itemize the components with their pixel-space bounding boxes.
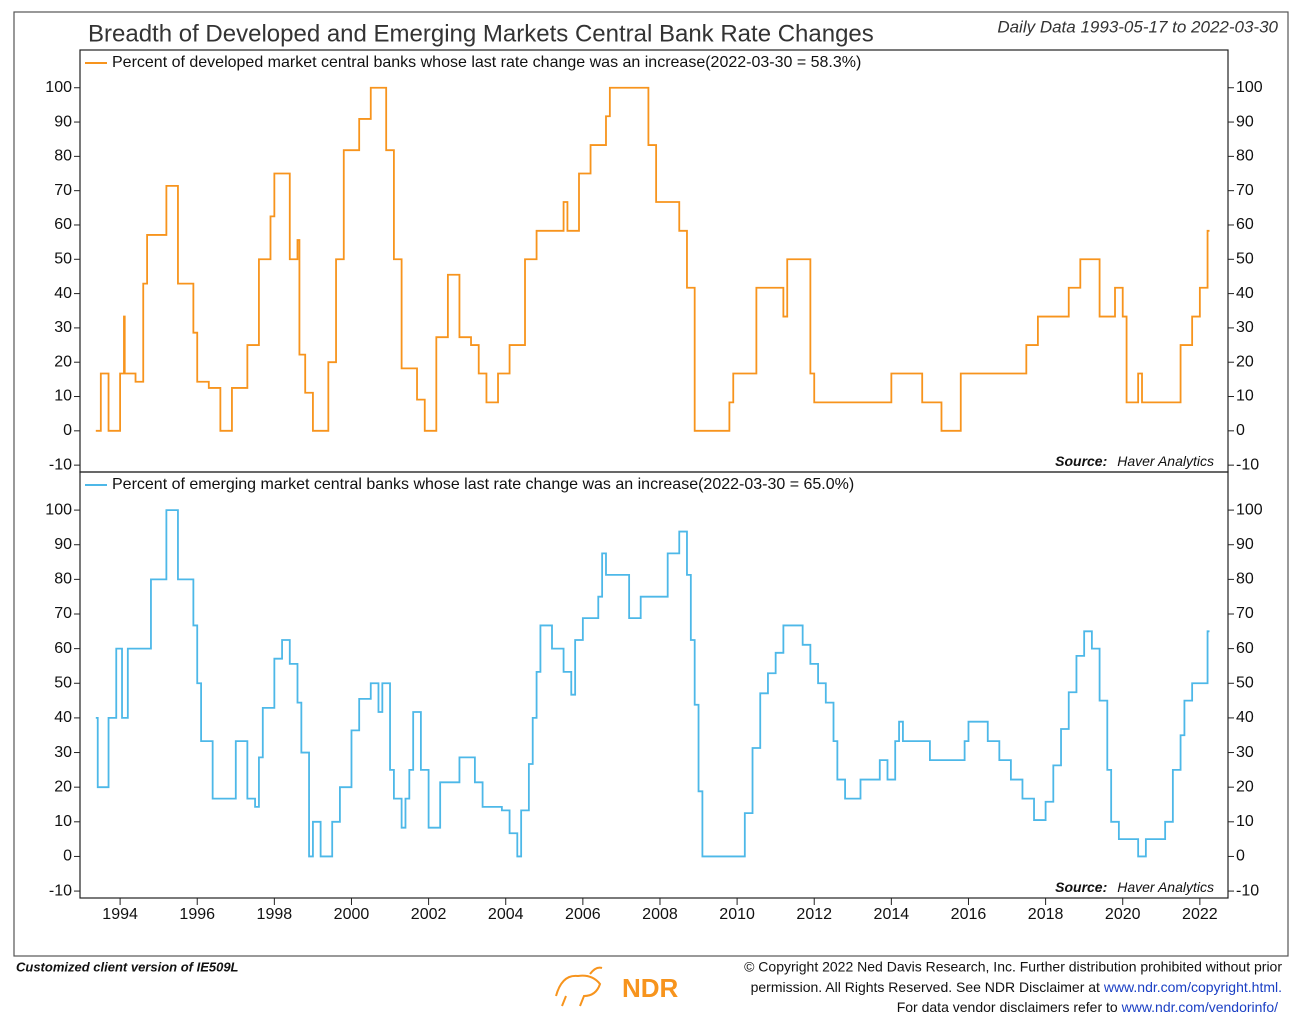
- source-text: Haver Analytics: [1117, 879, 1214, 895]
- x-tick-label: 2004: [488, 906, 524, 923]
- x-tick-label: 1998: [257, 906, 293, 923]
- y2-tick-label: 80: [1236, 571, 1254, 588]
- copyright-text: For data vendor disclaimers refer to: [897, 999, 1122, 1015]
- y-tick-label: 80: [54, 571, 72, 588]
- x-tick-label: 1994: [102, 906, 138, 923]
- y2-tick-label: -10: [1236, 882, 1259, 899]
- y2-tick-label: 20: [1236, 778, 1254, 795]
- y-tick-label: 90: [54, 113, 72, 130]
- x-tick-label: 2006: [565, 906, 601, 923]
- source-note: Source: Haver Analytics: [1055, 453, 1214, 469]
- y-tick-label: 10: [54, 388, 72, 405]
- copyright-text: permission. All Rights Reserved. See NDR…: [751, 979, 1104, 995]
- y2-tick-label: 20: [1236, 353, 1254, 370]
- series-line: [95, 509, 1210, 858]
- x-tick-label: 2000: [334, 906, 370, 923]
- y-tick-label: 100: [45, 79, 72, 96]
- source-note: Source: Haver Analytics: [1055, 879, 1214, 895]
- y-tick-label: 70: [54, 182, 72, 199]
- y2-tick-label: 90: [1236, 113, 1254, 130]
- series-line: [95, 86, 1210, 432]
- y-tick-label: 0: [63, 422, 72, 439]
- y-tick-label: 30: [54, 319, 72, 336]
- y2-tick-label: 40: [1236, 709, 1254, 726]
- source-label: Source:: [1055, 453, 1107, 469]
- y-tick-label: 90: [54, 536, 72, 553]
- copyright-line: permission. All Rights Reserved. See NDR…: [751, 979, 1282, 995]
- legend-label: Percent of developed market central bank…: [112, 54, 861, 71]
- y2-tick-label: 30: [1236, 319, 1254, 336]
- y2-tick-label: 70: [1236, 605, 1254, 622]
- y2-tick-label: 0: [1236, 848, 1245, 865]
- y2-tick-label: 10: [1236, 388, 1254, 405]
- copyright-link[interactable]: www.ndr.com/copyright.html.: [1103, 979, 1282, 995]
- y2-tick-label: 100: [1236, 501, 1263, 518]
- logo-text: NDR: [622, 973, 679, 1003]
- x-tick-label: 2022: [1182, 906, 1218, 923]
- y2-tick-label: -10: [1236, 456, 1259, 473]
- y-tick-label: 60: [54, 640, 72, 657]
- y2-tick-label: 30: [1236, 744, 1254, 761]
- plot-area: [79, 49, 1229, 473]
- chart-title: Breadth of Developed and Emerging Market…: [88, 20, 874, 47]
- source-text: Haver Analytics: [1117, 453, 1214, 469]
- vendor-link[interactable]: www.ndr.com/vendorinfo/: [1121, 999, 1279, 1015]
- y-tick-label: -10: [49, 882, 72, 899]
- legend-label: Percent of emerging market central banks…: [112, 476, 854, 493]
- y-tick-label: 100: [45, 501, 72, 518]
- x-tick-label: 2002: [411, 906, 447, 923]
- x-tick-label: 1996: [179, 906, 215, 923]
- x-tick-label: 2020: [1105, 906, 1141, 923]
- client-note: Customized client version of IE509L: [16, 959, 239, 974]
- logo-icon: [555, 966, 603, 1007]
- y2-tick-label: 10: [1236, 813, 1254, 830]
- x-tick-label: 2018: [1028, 906, 1064, 923]
- y2-tick-label: 50: [1236, 251, 1254, 268]
- x-tick-label: 2014: [874, 906, 910, 923]
- y2-tick-label: 0: [1236, 422, 1245, 439]
- copyright-line: © Copyright 2022 Ned Davis Research, Inc…: [744, 959, 1282, 975]
- y2-tick-label: 100: [1236, 79, 1263, 96]
- y-tick-label: 20: [54, 353, 72, 370]
- y2-tick-label: 70: [1236, 182, 1254, 199]
- y2-tick-label: 80: [1236, 148, 1254, 165]
- y-tick-label: 40: [54, 709, 72, 726]
- x-tick-label: 2008: [642, 906, 678, 923]
- y2-tick-label: 60: [1236, 640, 1254, 657]
- chart-subtitle: Daily Data 1993-05-17 to 2022-03-30: [997, 17, 1278, 36]
- x-tick-label: 2016: [951, 906, 987, 923]
- y-tick-label: 60: [54, 216, 72, 233]
- y-tick-label: 50: [54, 674, 72, 691]
- y-tick-label: 0: [63, 848, 72, 865]
- y-tick-label: 20: [54, 778, 72, 795]
- x-tick-label: 2010: [719, 906, 755, 923]
- y2-tick-label: 50: [1236, 674, 1254, 691]
- y-tick-label: 10: [54, 813, 72, 830]
- y-tick-label: -10: [49, 456, 72, 473]
- source-label: Source:: [1055, 879, 1107, 895]
- y2-tick-label: 60: [1236, 216, 1254, 233]
- y-tick-label: 40: [54, 285, 72, 302]
- y-tick-label: 70: [54, 605, 72, 622]
- copyright-line: For data vendor disclaimers refer to www…: [897, 999, 1278, 1015]
- y2-tick-label: 40: [1236, 285, 1254, 302]
- x-tick-label: 2012: [796, 906, 832, 923]
- y-tick-label: 80: [54, 148, 72, 165]
- y2-tick-label: 90: [1236, 536, 1254, 553]
- plot-area: [79, 471, 1229, 899]
- y-tick-label: 30: [54, 744, 72, 761]
- frame: [13, 11, 1289, 957]
- y-tick-label: 50: [54, 251, 72, 268]
